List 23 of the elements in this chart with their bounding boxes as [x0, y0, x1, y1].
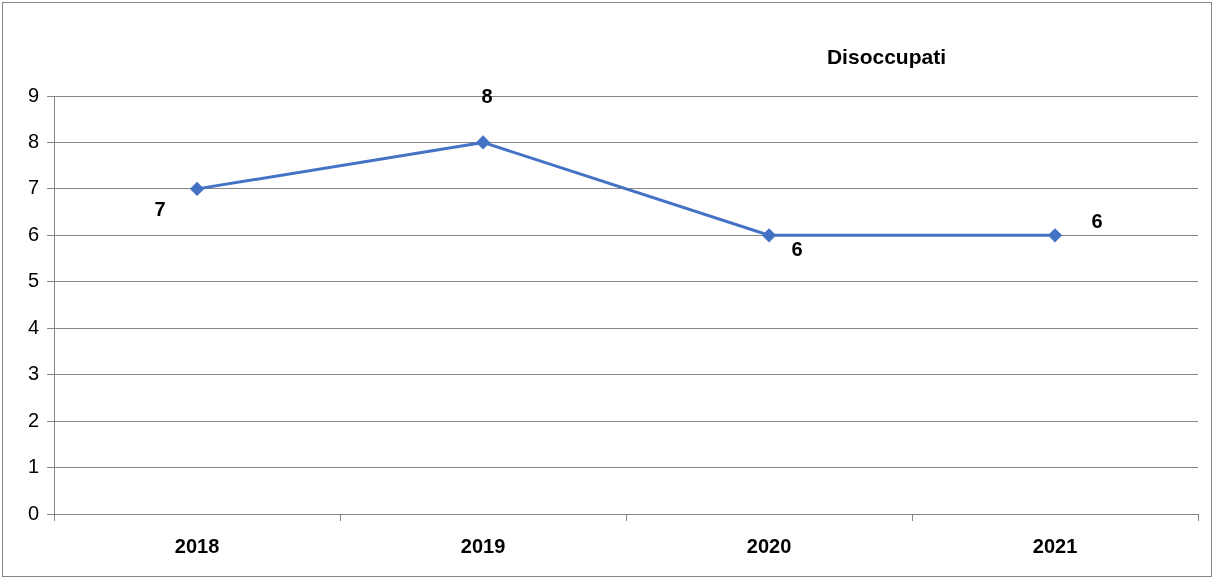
y-tick-label: 8 [28, 129, 40, 152]
y-tick-label: 6 [28, 222, 40, 245]
y-tick-label: 3 [28, 362, 40, 385]
data-label: 6 [791, 237, 803, 260]
y-tick-label: 1 [28, 455, 40, 478]
point [190, 182, 204, 196]
x-tick-label: 2021 [1032, 534, 1078, 557]
point [762, 228, 776, 242]
point [476, 135, 490, 149]
data-label: 7 [154, 198, 166, 221]
y-tick-label: 9 [28, 83, 40, 106]
y-tick-label: 4 [28, 315, 40, 338]
y-tick-label: 0 [28, 501, 40, 524]
chart-title: Disoccupati [826, 44, 946, 68]
y-tick-label: 5 [28, 269, 40, 292]
y-tick-label: 7 [28, 176, 40, 199]
x-tick-label: 2020 [746, 534, 792, 557]
point [1048, 228, 1062, 242]
x-tick-label: 2019 [460, 534, 506, 557]
data-label: 8 [481, 84, 493, 107]
data-label: 6 [1091, 209, 1103, 232]
x-tick-label: 2018 [174, 534, 220, 557]
y-tick-label: 2 [28, 408, 40, 431]
